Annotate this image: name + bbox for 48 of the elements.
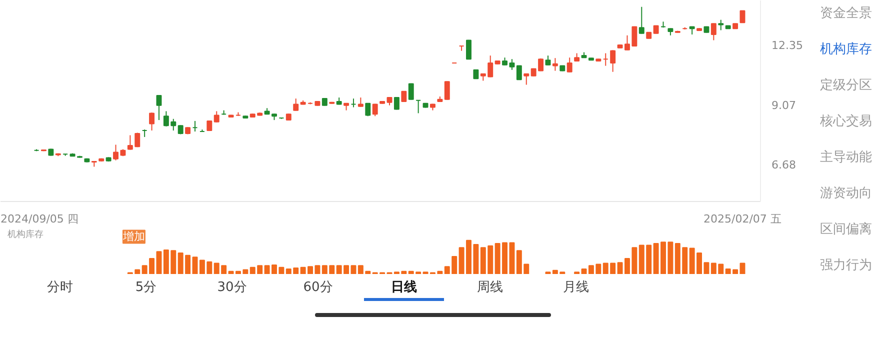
candlestick	[710, 22, 716, 41]
candlestick	[740, 10, 746, 24]
candlestick	[408, 82, 414, 100]
candlestick	[394, 96, 400, 110]
candlestick	[566, 57, 572, 73]
candlestick	[214, 110, 220, 123]
x-tick-label: 2024/09/05 四	[0, 212, 78, 226]
text: 强力行为	[820, 257, 872, 275]
candlestick	[552, 58, 558, 72]
text: 30分	[216, 279, 248, 297]
candlestick	[610, 50, 616, 72]
y-tick-label: 6.68	[772, 158, 796, 172]
text: 5分	[134, 279, 158, 297]
candlestick	[545, 55, 551, 66]
text: 月线	[562, 279, 590, 297]
candlestick	[516, 64, 522, 80]
bar	[581, 268, 587, 274]
y-tick-label: 12.35	[772, 39, 803, 52]
bar	[350, 265, 356, 274]
x-tick-label: 2025/02/07 五	[704, 212, 782, 226]
candlestick	[156, 94, 162, 121]
y-tick-label: 9.07	[772, 98, 796, 112]
candlestick	[372, 103, 378, 117]
candlestick	[444, 80, 450, 100]
candlestick	[638, 6, 644, 34]
bar	[156, 251, 162, 274]
text: 周线	[476, 279, 504, 297]
text: 日线	[364, 279, 444, 301]
candlestick	[149, 112, 155, 132]
candlestick	[293, 98, 299, 112]
chart-title: 机构库存	[8, 229, 44, 240]
candlestick	[358, 97, 364, 108]
candlestick	[401, 90, 407, 102]
text: 定级分区	[820, 77, 872, 95]
text: 60分	[302, 279, 334, 297]
bar	[740, 262, 746, 274]
candlestick	[365, 102, 371, 117]
text: 核心交易	[820, 113, 872, 131]
text: 区间偏离	[820, 221, 872, 239]
text: 游资动向	[820, 185, 872, 203]
candlestick	[718, 19, 724, 31]
candlestick	[466, 39, 472, 60]
bar	[192, 256, 198, 274]
annotation: 增加	[122, 230, 145, 244]
text: 资金全景	[820, 5, 872, 23]
text: 机构库存	[820, 41, 872, 59]
text: 分时	[46, 279, 74, 297]
text: 主导动能	[820, 149, 872, 167]
